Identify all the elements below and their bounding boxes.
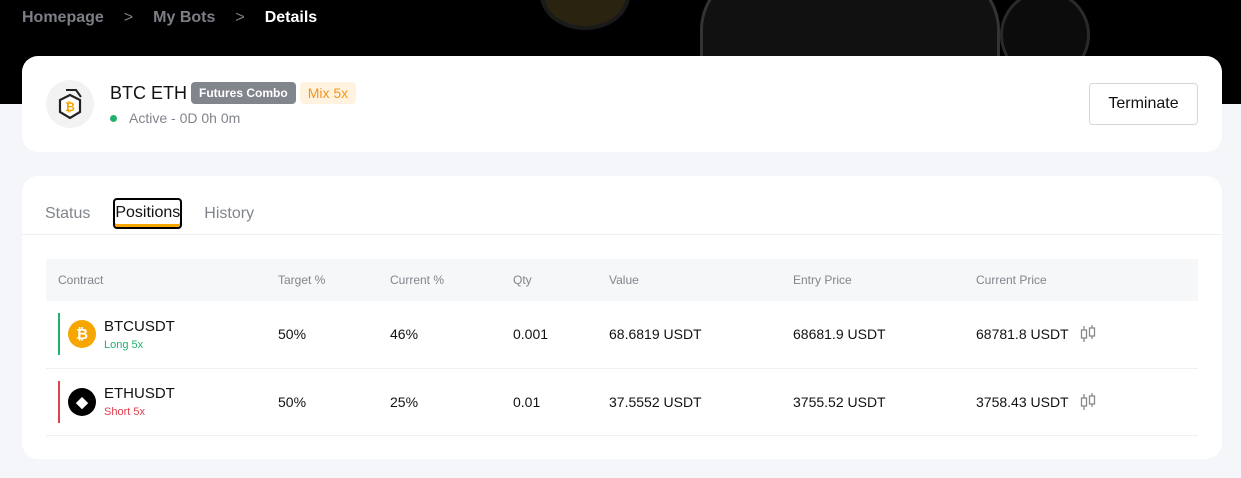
contract-symbol: ETHUSDT [104, 385, 175, 402]
tab-positions[interactable]: Positions [113, 198, 183, 229]
bot-name: BTC ETH [110, 82, 188, 103]
terminate-button[interactable]: Terminate [1089, 83, 1198, 125]
status-dot-icon [110, 114, 117, 122]
entry-price: 68681.9 USDT [793, 301, 976, 369]
svg-text:₿: ₿ [65, 100, 75, 114]
table-row: ₿ BTCUSDT Long 5x 50% 46% 0.001 68.6819 US… [46, 301, 1198, 369]
current-percent: 25% [390, 368, 513, 436]
details-card: Status Positions History Contract Target… [22, 176, 1222, 459]
header-target: Target % [278, 259, 390, 301]
candlestick-chart-icon[interactable] [1079, 324, 1097, 344]
breadcrumb: Homepage > My Bots > Details [22, 9, 317, 27]
target-percent: 50% [278, 368, 390, 436]
header-entry-price: Entry Price [793, 259, 976, 301]
qty: 0.01 [513, 368, 609, 436]
divider [22, 234, 1222, 235]
breadcrumb-details: Details [264, 9, 318, 26]
value: 37.5552 USDT [609, 368, 793, 436]
candlestick-chart-icon[interactable] [1079, 392, 1097, 412]
value: 68.6819 USDT [609, 301, 793, 369]
leverage-badge: Mix 5x [299, 82, 357, 104]
header-contract: Contract [46, 259, 278, 301]
header-qty: Qty [513, 259, 609, 301]
breadcrumb-homepage[interactable]: Homepage [22, 9, 104, 26]
bot-logo-icon: ₿ [46, 80, 94, 128]
header-current: Current % [390, 259, 513, 301]
bot-summary-card: ₿ BTC ETH Futures Combo Mix 5x Active - … [22, 56, 1222, 152]
position-side: Long 5x [104, 338, 144, 351]
tab-status[interactable]: Status [45, 204, 91, 222]
bitcoin-icon: ₿ [68, 320, 96, 349]
position-side: Short 5x [104, 406, 145, 418]
current-price: 68781.8 USDT [976, 326, 1069, 343]
qty: 0.001 [513, 301, 609, 369]
header-current-price: Current Price [976, 259, 1198, 301]
banner-coin-graphic [540, 0, 630, 30]
table-row: ◆ ETHUSDT Short 5x 50% 25% 0.01 37.5552 US… [46, 368, 1198, 436]
tab-history[interactable]: History [204, 204, 255, 222]
positions-table: Contract Target % Current % Qty Value En… [46, 259, 1198, 436]
type-badge: Futures Combo [191, 82, 296, 104]
bot-status: Active - 0D 0h 0m [129, 110, 241, 126]
current-price: 3758.43 USDT [976, 393, 1069, 410]
breadcrumb-my-bots[interactable]: My Bots [153, 9, 216, 26]
chevron-right-icon: > [123, 9, 134, 26]
contract-symbol: BTCUSDT [104, 317, 175, 335]
current-percent: 46% [390, 301, 513, 369]
chevron-right-icon: > [235, 9, 245, 26]
ethereum-icon: ◆ [68, 387, 96, 416]
header-value: Value [609, 259, 793, 301]
entry-price: 3755.52 USDT [793, 368, 976, 436]
target-percent: 50% [278, 301, 390, 369]
